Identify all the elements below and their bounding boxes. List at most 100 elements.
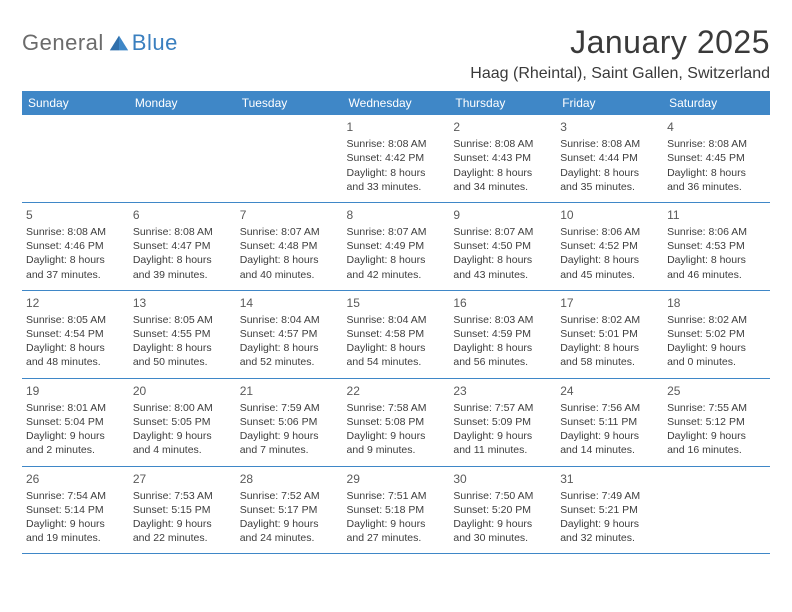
- daylight-line: Daylight: 9 hours and 24 minutes.: [240, 517, 339, 545]
- sunrise-line: Sunrise: 8:08 AM: [560, 137, 659, 151]
- daylight-line: Daylight: 9 hours and 0 minutes.: [667, 341, 766, 369]
- day-number: 25: [667, 383, 766, 399]
- daylight-line: Daylight: 8 hours and 37 minutes.: [26, 253, 125, 281]
- day-number: 8: [347, 207, 446, 223]
- sunset-line: Sunset: 4:42 PM: [347, 151, 446, 165]
- day-number: 26: [26, 471, 125, 487]
- calendar-day-cell: 25Sunrise: 7:55 AMSunset: 5:12 PMDayligh…: [663, 378, 770, 466]
- sunset-line: Sunset: 4:52 PM: [560, 239, 659, 253]
- daylight-line: Daylight: 8 hours and 56 minutes.: [453, 341, 552, 369]
- day-number: 16: [453, 295, 552, 311]
- calendar-day-cell: 19Sunrise: 8:01 AMSunset: 5:04 PMDayligh…: [22, 378, 129, 466]
- weekday-header: Friday: [556, 91, 663, 115]
- sunset-line: Sunset: 4:53 PM: [667, 239, 766, 253]
- day-number: 7: [240, 207, 339, 223]
- weekday-header: Tuesday: [236, 91, 343, 115]
- calendar-head: SundayMondayTuesdayWednesdayThursdayFrid…: [22, 91, 770, 115]
- sunset-line: Sunset: 4:54 PM: [26, 327, 125, 341]
- day-number: 17: [560, 295, 659, 311]
- daylight-line: Daylight: 8 hours and 43 minutes.: [453, 253, 552, 281]
- calendar-day-cell: 29Sunrise: 7:51 AMSunset: 5:18 PMDayligh…: [343, 466, 450, 554]
- sunrise-line: Sunrise: 8:08 AM: [667, 137, 766, 151]
- calendar-day-cell: 26Sunrise: 7:54 AMSunset: 5:14 PMDayligh…: [22, 466, 129, 554]
- sunrise-line: Sunrise: 7:56 AM: [560, 401, 659, 415]
- daylight-line: Daylight: 8 hours and 35 minutes.: [560, 166, 659, 194]
- calendar-day-cell: 30Sunrise: 7:50 AMSunset: 5:20 PMDayligh…: [449, 466, 556, 554]
- daylight-line: Daylight: 8 hours and 50 minutes.: [133, 341, 232, 369]
- sunrise-line: Sunrise: 8:06 AM: [560, 225, 659, 239]
- sunrise-line: Sunrise: 7:53 AM: [133, 489, 232, 503]
- sunrise-line: Sunrise: 8:07 AM: [347, 225, 446, 239]
- daylight-line: Daylight: 9 hours and 22 minutes.: [133, 517, 232, 545]
- day-number: 20: [133, 383, 232, 399]
- sunrise-line: Sunrise: 8:03 AM: [453, 313, 552, 327]
- location: Haag (Rheintal), Saint Gallen, Switzerla…: [470, 65, 770, 83]
- sunrise-line: Sunrise: 7:52 AM: [240, 489, 339, 503]
- calendar-empty-cell: [236, 115, 343, 202]
- calendar-day-cell: 22Sunrise: 7:58 AMSunset: 5:08 PMDayligh…: [343, 378, 450, 466]
- calendar-day-cell: 8 Sunrise: 8:07 AMSunset: 4:49 PMDaylight…: [343, 202, 450, 290]
- day-number: 19: [26, 383, 125, 399]
- sunset-line: Sunset: 5:08 PM: [347, 415, 446, 429]
- calendar-empty-cell: [129, 115, 236, 202]
- sunset-line: Sunset: 4:49 PM: [347, 239, 446, 253]
- calendar-day-cell: 1Sunrise: 8:08 AMSunset: 4:42 PMDaylight…: [343, 115, 450, 202]
- weekday-header: Wednesday: [343, 91, 450, 115]
- calendar-day-cell: 11Sunrise: 8:06 AMSunset: 4:53 PMDayligh…: [663, 202, 770, 290]
- sunrise-line: Sunrise: 8:01 AM: [26, 401, 125, 415]
- day-number: 24: [560, 383, 659, 399]
- daylight-line: Daylight: 9 hours and 7 minutes.: [240, 429, 339, 457]
- sunset-line: Sunset: 5:18 PM: [347, 503, 446, 517]
- logo-text-general: General: [22, 30, 104, 56]
- sunset-line: Sunset: 5:09 PM: [453, 415, 552, 429]
- sunset-line: Sunset: 4:55 PM: [133, 327, 232, 341]
- calendar-table: SundayMondayTuesdayWednesdayThursdayFrid…: [22, 91, 770, 554]
- day-number: 29: [347, 471, 446, 487]
- sunset-line: Sunset: 4:48 PM: [240, 239, 339, 253]
- daylight-line: Daylight: 9 hours and 14 minutes.: [560, 429, 659, 457]
- month-title: January 2025: [470, 24, 770, 61]
- day-number: 11: [667, 207, 766, 223]
- daylight-line: Daylight: 8 hours and 58 minutes.: [560, 341, 659, 369]
- calendar-day-cell: 9Sunrise: 8:07 AMSunset: 4:50 PMDaylight…: [449, 202, 556, 290]
- calendar-day-cell: 16Sunrise: 8:03 AMSunset: 4:59 PMDayligh…: [449, 290, 556, 378]
- sunset-line: Sunset: 4:57 PM: [240, 327, 339, 341]
- calendar-day-cell: 2Sunrise: 8:08 AMSunset: 4:43 PMDaylight…: [449, 115, 556, 202]
- calendar-day-cell: 10Sunrise: 8:06 AMSunset: 4:52 PMDayligh…: [556, 202, 663, 290]
- calendar-day-cell: 23Sunrise: 7:57 AMSunset: 5:09 PMDayligh…: [449, 378, 556, 466]
- day-number: 23: [453, 383, 552, 399]
- sunrise-line: Sunrise: 8:08 AM: [453, 137, 552, 151]
- calendar-day-cell: 7Sunrise: 8:07 AMSunset: 4:48 PMDaylight…: [236, 202, 343, 290]
- logo-text-blue: Blue: [132, 30, 178, 56]
- daylight-line: Daylight: 8 hours and 42 minutes.: [347, 253, 446, 281]
- day-number: 15: [347, 295, 446, 311]
- daylight-line: Daylight: 8 hours and 52 minutes.: [240, 341, 339, 369]
- day-number: 18: [667, 295, 766, 311]
- calendar-week-row: 1Sunrise: 8:08 AMSunset: 4:42 PMDaylight…: [22, 115, 770, 202]
- sunset-line: Sunset: 5:02 PM: [667, 327, 766, 341]
- calendar-day-cell: 12Sunrise: 8:05 AMSunset: 4:54 PMDayligh…: [22, 290, 129, 378]
- daylight-line: Daylight: 8 hours and 46 minutes.: [667, 253, 766, 281]
- daylight-line: Daylight: 9 hours and 4 minutes.: [133, 429, 232, 457]
- calendar-day-cell: 21Sunrise: 7:59 AMSunset: 5:06 PMDayligh…: [236, 378, 343, 466]
- sunrise-line: Sunrise: 8:02 AM: [667, 313, 766, 327]
- daylight-line: Daylight: 8 hours and 33 minutes.: [347, 166, 446, 194]
- daylight-line: Daylight: 8 hours and 36 minutes.: [667, 166, 766, 194]
- calendar-day-cell: 18 Sunrise: 8:02 AMSunset: 5:02 PMDayligh…: [663, 290, 770, 378]
- calendar-day-cell: 24Sunrise: 7:56 AMSunset: 5:11 PMDayligh…: [556, 378, 663, 466]
- daylight-line: Daylight: 8 hours and 45 minutes.: [560, 253, 659, 281]
- sunrise-line: Sunrise: 8:08 AM: [133, 225, 232, 239]
- sunrise-line: Sunrise: 7:49 AM: [560, 489, 659, 503]
- daylight-line: Daylight: 8 hours and 34 minutes.: [453, 166, 552, 194]
- day-number: 21: [240, 383, 339, 399]
- daylight-line: Daylight: 9 hours and 2 minutes.: [26, 429, 125, 457]
- sunset-line: Sunset: 5:14 PM: [26, 503, 125, 517]
- weekday-header: Monday: [129, 91, 236, 115]
- calendar-day-cell: 20Sunrise: 8:00 AMSunset: 5:05 PMDayligh…: [129, 378, 236, 466]
- day-number: 5: [26, 207, 125, 223]
- calendar-empty-cell: [663, 466, 770, 554]
- sunset-line: Sunset: 4:43 PM: [453, 151, 552, 165]
- calendar-day-cell: 17Sunrise: 8:02 AMSunset: 5:01 PMDayligh…: [556, 290, 663, 378]
- daylight-line: Daylight: 8 hours and 39 minutes.: [133, 253, 232, 281]
- sunrise-line: Sunrise: 7:59 AM: [240, 401, 339, 415]
